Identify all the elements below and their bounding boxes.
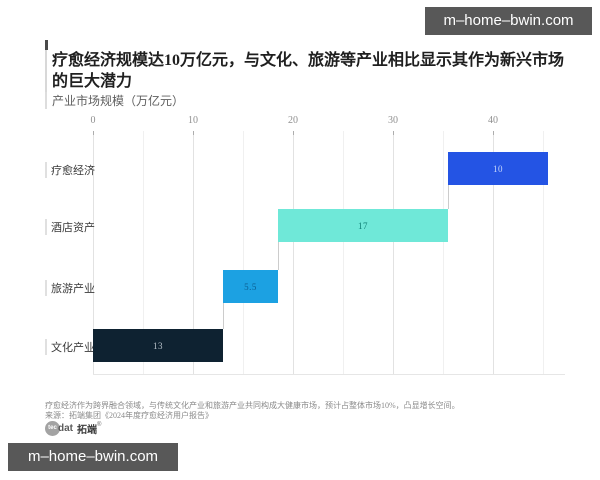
axis-tick-mark	[93, 131, 94, 135]
waterfall-bar[interactable]: 13	[93, 329, 223, 362]
gridline	[443, 131, 444, 374]
bar-value-label: 13	[153, 340, 163, 351]
x-axis-tick-label: 20	[288, 115, 298, 126]
footnote-line2: 来源：拓端集团《2024年度疗愈经济用户报告》	[45, 411, 213, 420]
watermark-bottom: m–home–bwin.com	[8, 443, 178, 471]
x-axis-tick-label: 40	[488, 115, 498, 126]
waterfall-connector	[448, 185, 449, 209]
title-accent-mark	[45, 40, 48, 50]
x-axis-tick-label: 0	[90, 115, 96, 126]
x-axis-tick-label: 10	[188, 115, 198, 126]
category-label: 疗愈经济	[45, 161, 95, 178]
gridline	[193, 131, 194, 374]
tecdat-logo: tec dat 拓端 ®	[45, 420, 101, 436]
gridline	[293, 131, 294, 374]
chart-subtitle: 产业市场规模（万亿元）	[45, 92, 184, 109]
waterfall-connector	[223, 303, 224, 329]
registered-mark: ®	[97, 422, 102, 428]
x-axis-tick-label: 30	[388, 115, 398, 126]
category-label: 旅游产业	[45, 279, 95, 296]
waterfall-bar[interactable]: 5.5	[223, 270, 278, 303]
tecdat-logo-badge: tec	[45, 420, 60, 436]
category-label: 文化产业	[45, 338, 95, 355]
category-label: 酒店资产	[45, 218, 95, 235]
tecdat-logo-text: dat	[58, 422, 73, 434]
axis-tick-mark	[293, 131, 294, 135]
x-axis-line	[93, 374, 565, 375]
waterfall-bar[interactable]: 10	[448, 152, 548, 185]
footnote-line1: 疗愈经济作为跨界融合领域，与传统文化产业和旅游产业共同构成大健康市场，预计占整体…	[45, 401, 460, 410]
gridline	[343, 131, 344, 374]
bar-value-label: 17	[358, 220, 368, 231]
waterfall-bar[interactable]: 17	[278, 209, 448, 242]
gridline	[143, 131, 144, 374]
gridline	[93, 131, 94, 374]
gridline	[493, 131, 494, 374]
gridline	[543, 131, 544, 374]
axis-tick-mark	[493, 131, 494, 135]
bar-value-label: 10	[493, 163, 503, 174]
gridline	[393, 131, 394, 374]
tecdat-brand-name: 拓端	[77, 424, 97, 436]
waterfall-connector	[278, 242, 279, 270]
chart-footnote: 疗愈经济作为跨界融合领域，与传统文化产业和旅游产业共同构成大健康市场，预计占整体…	[45, 401, 565, 421]
watermark-top: m–home–bwin.com	[425, 7, 592, 35]
axis-tick-mark	[193, 131, 194, 135]
chart-title: 疗愈经济规模达10万亿元，与文化、旅游等产业相比显示其作为新兴市场的巨大潜力	[45, 50, 572, 93]
bar-value-label: 5.5	[244, 281, 257, 292]
gridline	[243, 131, 244, 374]
axis-tick-mark	[393, 131, 394, 135]
